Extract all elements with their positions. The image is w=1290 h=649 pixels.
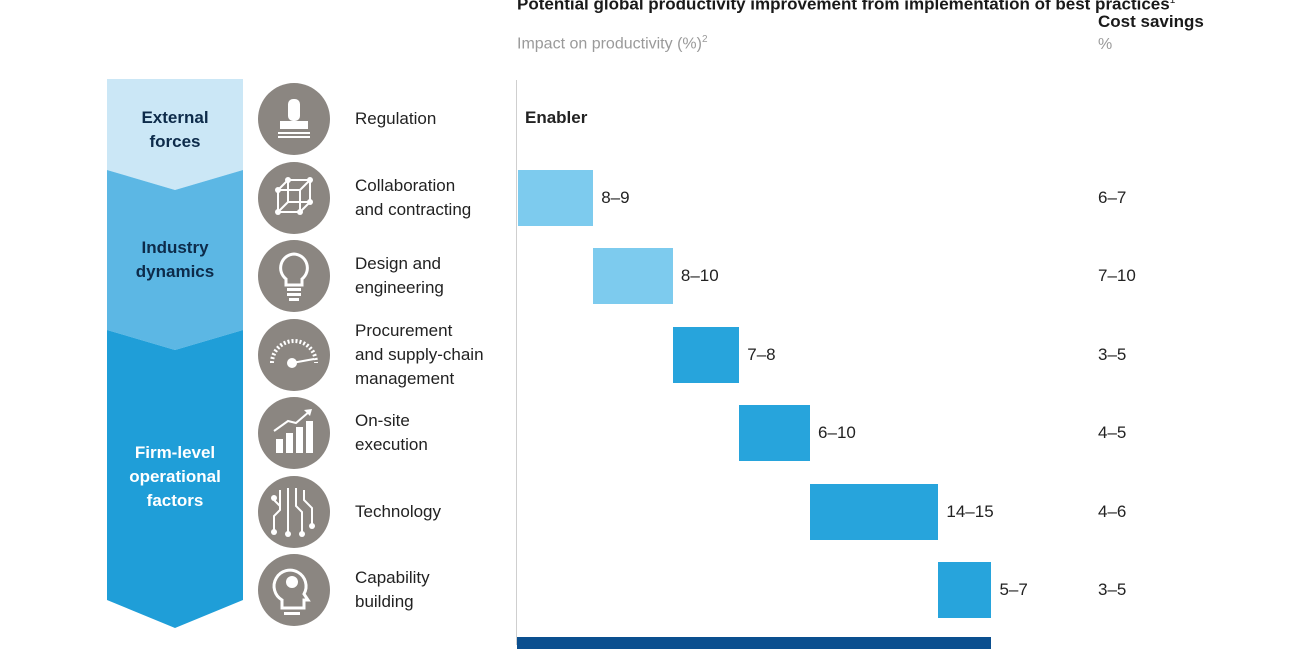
- category-label-line: execution: [355, 435, 428, 454]
- cost-savings-unit: %: [1098, 36, 1113, 53]
- group-chevron: Industry dynamics: [107, 170, 243, 350]
- group-label: operational: [129, 467, 221, 486]
- waterfall-bar: [739, 405, 811, 461]
- cost-savings-value: 6–7: [1098, 188, 1127, 207]
- category-label-line: and contracting: [355, 200, 472, 219]
- category-label-line: Regulation: [355, 109, 437, 128]
- cost-savings-header: Cost savings: [1098, 12, 1204, 31]
- cost-savings-value: 7–10: [1098, 266, 1136, 285]
- head-bulb-icon: [258, 554, 330, 626]
- bar-value-label: 8–10: [680, 266, 719, 285]
- category-label: Technology: [355, 500, 441, 524]
- category-label-line: Technology: [355, 502, 442, 521]
- cost-savings-value: 3–5: [1098, 580, 1127, 599]
- category-label-line: On-site: [355, 411, 410, 430]
- category-label-line: Capability: [355, 568, 430, 587]
- lightbulb-icon: [258, 240, 330, 312]
- category-label-line: Design and: [355, 254, 442, 273]
- cost-savings-value: 3–5: [1098, 345, 1127, 364]
- category-label-line: and supply-chain: [355, 345, 484, 364]
- category-label-line: Procurement: [355, 321, 453, 340]
- circuit-icon: [258, 476, 330, 548]
- bar-value-label: 6–10: [818, 423, 856, 442]
- growth-chart-icon: [258, 397, 330, 469]
- category-label-line: building: [355, 592, 414, 611]
- group-chevron: Firm-level operational factors: [107, 330, 243, 628]
- group-label: dynamics: [135, 262, 215, 281]
- enabler-label: Enabler: [525, 108, 588, 127]
- category-label: Capability building: [355, 566, 430, 614]
- gauge-icon: [258, 319, 330, 391]
- chart-subtitle: Impact on productivity (%)2: [517, 34, 708, 53]
- bar-value-label: 8–9: [601, 188, 630, 207]
- chart-title: Potential global productivity improvemen…: [517, 0, 1176, 14]
- waterfall-bar: [672, 327, 740, 383]
- bar-value-label: 7–8: [747, 345, 776, 364]
- category-label-line: engineering: [355, 278, 444, 297]
- category-label: Regulation: [355, 107, 436, 131]
- category-label: Design and engineering: [355, 252, 444, 300]
- group-label: forces: [149, 131, 201, 151]
- cost-savings-value: 4–5: [1098, 423, 1127, 442]
- waterfall-bar: [810, 484, 939, 540]
- category-label: Collaboration and contracting: [355, 174, 471, 222]
- group-chevron: External forces: [107, 79, 243, 190]
- category-label-line: management: [355, 369, 455, 388]
- group-label: Firm-level: [134, 443, 216, 462]
- category-label-line: Collaboration: [355, 176, 456, 195]
- cube-network-icon: [258, 162, 330, 234]
- category-label: On-site execution: [355, 409, 428, 457]
- chart-axis-line: [516, 80, 517, 645]
- bar-value-label: 5–7: [999, 580, 1028, 599]
- cost-savings-value: 4–6: [1098, 502, 1127, 521]
- group-label: Industry: [141, 238, 209, 257]
- category-label: Procurement and supply-chain management: [355, 319, 484, 391]
- total-bar: [517, 637, 992, 649]
- group-label: factors: [146, 491, 204, 510]
- group-label: External: [141, 107, 209, 127]
- waterfall-bar: [593, 248, 673, 304]
- stamp-icon: [258, 83, 330, 155]
- bar-value-label: 14–15: [946, 502, 994, 521]
- waterfall-bar: [518, 170, 594, 226]
- waterfall-bar: [938, 562, 992, 618]
